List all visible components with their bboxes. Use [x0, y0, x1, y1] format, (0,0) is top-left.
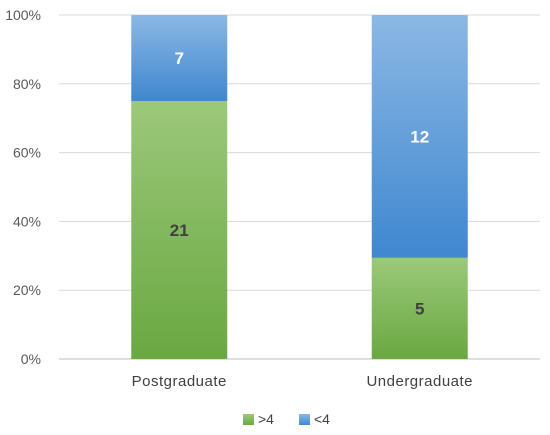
legend-label: >4 — [258, 411, 274, 427]
bar-segment-undergraduate-lt4 — [371, 15, 468, 258]
data-label: 5 — [415, 299, 424, 318]
bar-segment-postgraduate-gt4 — [131, 101, 228, 359]
legend: >4 <4 — [243, 411, 330, 427]
category-label-postgraduate: Postgraduate — [132, 373, 227, 390]
bar-segment-undergraduate-gt4 — [371, 257, 468, 359]
bars: 21 7 5 12 — [131, 15, 468, 359]
data-label: 12 — [410, 127, 429, 146]
y-tick-label: 0% — [21, 351, 41, 367]
y-tick-label: 80% — [13, 76, 41, 92]
data-label: 21 — [170, 221, 189, 240]
bar-segment-postgraduate-lt4 — [131, 15, 228, 101]
y-tick-label: 20% — [13, 282, 41, 298]
x-axis-category-labels: Postgraduate Undergraduate — [132, 373, 473, 390]
gridlines — [59, 14, 540, 360]
y-tick-label: 40% — [13, 213, 41, 229]
y-tick-label: 100% — [5, 7, 41, 23]
category-label-undergraduate: Undergraduate — [366, 373, 473, 390]
data-label: 7 — [175, 49, 184, 68]
legend-swatch — [243, 414, 254, 425]
legend-label: <4 — [314, 411, 330, 427]
legend-swatch — [299, 414, 310, 425]
y-axis-tick-labels: 0% 20% 40% 60% 80% 100% — [5, 7, 41, 367]
y-tick-label: 60% — [13, 145, 41, 161]
